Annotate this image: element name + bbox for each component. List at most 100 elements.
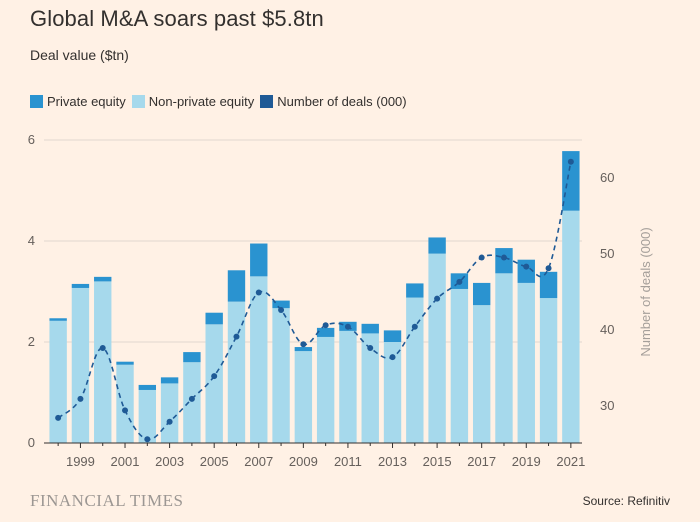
bar-private-equity [138, 384, 157, 390]
bar-non-private-equity [316, 336, 335, 443]
deals-point [322, 322, 329, 329]
bar-private-equity [316, 327, 335, 337]
bar-private-equity [361, 323, 379, 334]
deals-point [99, 345, 106, 351]
bar-private-equity [539, 271, 558, 299]
bar-non-private-equity [450, 288, 469, 443]
chart-title: Global M&A soars past $5.8tn [30, 6, 324, 31]
x-tick-label: 2003 [155, 454, 184, 469]
deals-point [478, 254, 485, 261]
deals-point [367, 345, 374, 351]
deals-point [300, 341, 307, 348]
deals-point [434, 295, 441, 302]
deals-point [77, 395, 84, 402]
bar-non-private-equity [160, 383, 179, 443]
bar-non-private-equity [539, 298, 558, 443]
x-tick-label: 2019 [512, 454, 541, 469]
bar-private-equity [49, 318, 67, 321]
bar-non-private-equity [428, 253, 446, 443]
x-tick-label: 2017 [467, 454, 496, 469]
axes: 0 2 4 6 30 40 50 60 Number of deals (000) 1999 200… [28, 132, 653, 469]
bar-private-equity [294, 347, 313, 352]
y-tick-label: 4 [28, 233, 35, 248]
deals-point [545, 265, 552, 272]
bar-private-equity [94, 276, 112, 282]
bar-non-private-equity [183, 362, 201, 443]
bar-non-private-equity [472, 305, 491, 443]
x-tick-label: 2011 [334, 454, 362, 469]
legend-swatch-number-of-deals [260, 95, 274, 108]
deals-line [55, 158, 574, 443]
bar-private-equity [562, 151, 580, 211]
chart-subtitle: Deal value ($tn) [30, 47, 129, 63]
bar-private-equity [406, 283, 424, 298]
bar-private-equity [428, 237, 446, 254]
deals-point [188, 395, 195, 402]
deals-line-path [57, 161, 572, 441]
deals-point [211, 373, 218, 380]
deals-point [567, 158, 574, 165]
x-tick-label: 2001 [111, 454, 140, 469]
legend-item-private-equity: Private equity [30, 94, 126, 109]
y-tick-label: 6 [28, 132, 35, 147]
bar-non-private-equity [138, 389, 157, 443]
legend-swatch-non-private-equity [131, 95, 145, 108]
deals-point [55, 414, 62, 421]
deals-point [389, 354, 396, 361]
bar-non-private-equity [562, 210, 580, 443]
bar-private-equity [160, 377, 179, 384]
y2-tick-label: 50 [600, 246, 614, 261]
x-tick-label: 2007 [244, 454, 273, 469]
deals-point [456, 278, 463, 285]
x-tick-label: 2009 [289, 454, 318, 469]
ft-logo: FINANCIAL TIMES [30, 491, 184, 510]
source-note: Source: Refinitiv [582, 494, 670, 508]
deals-point [122, 407, 129, 414]
bar-non-private-equity [294, 351, 313, 443]
bar-private-equity [227, 270, 246, 302]
bar-private-equity [495, 248, 513, 274]
deals-point [344, 323, 351, 330]
deals-point [278, 307, 285, 313]
y-tick-label: 0 [28, 435, 35, 450]
bar-private-equity [472, 282, 491, 306]
deals-point [233, 333, 240, 340]
bar-private-equity [71, 283, 90, 288]
bar-non-private-equity [517, 282, 535, 443]
legend: Private equity Non-private equity Number… [30, 94, 413, 109]
bar-private-equity [205, 312, 223, 325]
x-tick-label: 2021 [556, 454, 585, 469]
legend-label-number-of-deals: Number of deals (000) [277, 94, 407, 109]
bar-non-private-equity [406, 297, 424, 443]
bar-non-private-equity [495, 273, 513, 443]
x-tick-label: 2005 [200, 454, 229, 469]
deals-point [144, 436, 151, 443]
bar-non-private-equity [205, 324, 223, 443]
y-tick-label: 2 [28, 334, 35, 349]
legend-label-private-equity: Private equity [47, 94, 126, 109]
deals-point [523, 263, 530, 270]
bar-non-private-equity [116, 364, 134, 443]
bar-non-private-equity [361, 333, 379, 443]
bar-private-equity [116, 361, 134, 365]
bar-non-private-equity [383, 342, 402, 443]
deals-point [411, 323, 418, 330]
deals-point [500, 254, 507, 261]
bar-private-equity [272, 300, 290, 309]
bar-non-private-equity [49, 320, 67, 443]
bars [49, 151, 580, 443]
y2-axis-title: Number of deals (000) [638, 227, 653, 356]
y2-tick-label: 30 [600, 398, 614, 413]
legend-label-non-private-equity: Non-private equity [148, 94, 255, 109]
legend-swatch-private-equity [30, 95, 43, 108]
y2-tick-label: 60 [600, 170, 614, 185]
bar-non-private-equity [272, 308, 290, 443]
legend-item-number-of-deals: Number of deals (000) [260, 94, 407, 109]
bar-non-private-equity [71, 287, 90, 443]
y2-tick-label: 40 [600, 322, 614, 337]
deals-point [166, 418, 173, 425]
x-tick-label: 1999 [66, 454, 95, 469]
x-tick-label: 2015 [423, 454, 452, 469]
bar-private-equity [250, 243, 268, 277]
